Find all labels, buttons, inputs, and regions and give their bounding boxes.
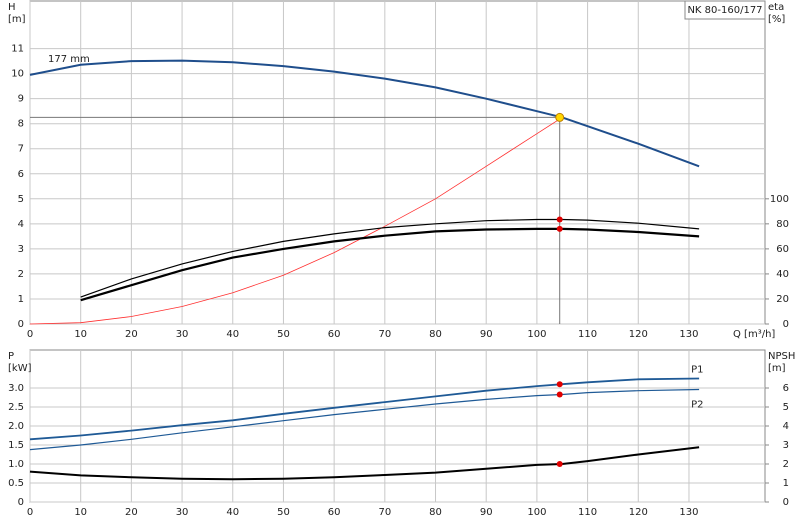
operating-point xyxy=(556,391,563,398)
x-tick-label: 70 xyxy=(378,507,391,518)
series-label: 177 mm xyxy=(48,54,90,65)
curve xyxy=(29,377,700,441)
x-tick-label: 10 xyxy=(74,329,87,340)
x-tick-label: 90 xyxy=(480,507,493,518)
y2-axis-unit: [%] xyxy=(768,14,785,25)
y2-axis-label: NPSH xyxy=(768,351,795,362)
y-axis-unit: [kW] xyxy=(8,363,32,374)
x-tick-label: 110 xyxy=(578,329,597,340)
y-tick-label: 0.5 xyxy=(8,478,24,489)
x-tick-label: 130 xyxy=(679,329,698,340)
plot-area xyxy=(29,0,766,325)
y2-axis-label: eta xyxy=(768,2,784,13)
y-tick-label: 2 xyxy=(18,269,24,280)
y2-tick-label: 4 xyxy=(783,421,789,432)
y2-tick-label: 1 xyxy=(783,478,789,489)
curve xyxy=(80,218,700,298)
y-tick-label: 8 xyxy=(18,119,24,130)
curve xyxy=(29,117,563,325)
y-tick-label: 7 xyxy=(18,144,24,155)
y-tick-label: 3.0 xyxy=(8,383,24,394)
x-tick-label: 110 xyxy=(578,507,597,518)
operating-point xyxy=(556,225,563,232)
y-tick-label: 9 xyxy=(18,94,24,105)
x-tick-label: 90 xyxy=(480,329,493,340)
curve xyxy=(29,446,700,481)
y2-tick-label: 0 xyxy=(783,497,789,508)
y-tick-label: 3 xyxy=(18,244,24,255)
y-tick-label: 10 xyxy=(11,69,24,80)
x-tick-label: 120 xyxy=(629,507,648,518)
y2-tick-label: 60 xyxy=(776,244,789,255)
y-tick-label: 0 xyxy=(18,319,24,330)
x-tick-label: 100 xyxy=(527,329,546,340)
y-tick-label: 6 xyxy=(18,169,24,180)
curve xyxy=(29,388,700,451)
y2-tick-label: 0 xyxy=(783,319,789,330)
y2-axis-unit: [m] xyxy=(768,363,786,374)
x-tick-label: 130 xyxy=(679,507,698,518)
x-tick-label: 0 xyxy=(27,329,33,340)
x-tick-label: 50 xyxy=(277,329,290,340)
y-tick-label: 2.5 xyxy=(8,402,24,413)
y-tick-label: 11 xyxy=(11,44,24,55)
x-tick-label: 50 xyxy=(277,507,290,518)
operating-point xyxy=(555,112,565,122)
y-axis-label: H xyxy=(8,2,16,13)
y-axis-label: P xyxy=(8,351,14,362)
x-tick-label: 30 xyxy=(176,507,189,518)
x-tick-label: 60 xyxy=(328,507,341,518)
y-tick-label: 1.0 xyxy=(8,459,24,470)
x-tick-label: 60 xyxy=(328,329,341,340)
y2-tick-label: 20 xyxy=(776,294,789,305)
title-box xyxy=(684,0,766,20)
operating-point xyxy=(556,381,563,388)
y-tick-label: 2.0 xyxy=(8,421,24,432)
operating-point xyxy=(556,216,563,223)
y-tick-label: 0 xyxy=(18,497,24,508)
x-tick-label: 10 xyxy=(74,507,87,518)
plot-layer: 0 10 20 30 40 50 60 70 80 90 100 110 120 130012345678… xyxy=(8,0,795,518)
x-tick-label: 30 xyxy=(176,329,189,340)
y2-tick-label: 6 xyxy=(783,383,789,394)
x-tick-label: 20 xyxy=(125,507,138,518)
y-tick-label: 1 xyxy=(18,294,24,305)
y-tick-label: 4 xyxy=(18,219,24,230)
curve xyxy=(29,59,700,168)
y-tick-label: 5 xyxy=(18,194,24,205)
x-axis-label: Q [m³/h] xyxy=(733,329,775,340)
x-tick-label: 40 xyxy=(226,507,239,518)
x-tick-label: 70 xyxy=(378,329,391,340)
x-tick-label: 80 xyxy=(429,507,442,518)
x-tick-label: 120 xyxy=(629,329,648,340)
x-tick-label: 0 xyxy=(27,507,33,518)
series-label: P2 xyxy=(691,400,703,411)
y2-tick-label: 80 xyxy=(776,219,789,230)
y-tick-label: 1.5 xyxy=(8,440,24,451)
y2-tick-label: 100 xyxy=(770,194,789,205)
y2-tick-label: 2 xyxy=(783,459,789,470)
series-label: P1 xyxy=(691,365,703,376)
x-tick-label: 40 xyxy=(226,329,239,340)
x-tick-label: 100 xyxy=(527,507,546,518)
y2-tick-label: 3 xyxy=(783,440,789,451)
x-tick-label: 80 xyxy=(429,329,442,340)
curve xyxy=(80,227,700,302)
y2-tick-label: 40 xyxy=(776,269,789,280)
y2-tick-label: 5 xyxy=(783,402,789,413)
y-axis-unit: [m] xyxy=(8,14,26,25)
chart-title: NK 80-160/177 xyxy=(687,5,762,16)
x-tick-label: 20 xyxy=(125,329,138,340)
operating-point xyxy=(556,461,563,467)
